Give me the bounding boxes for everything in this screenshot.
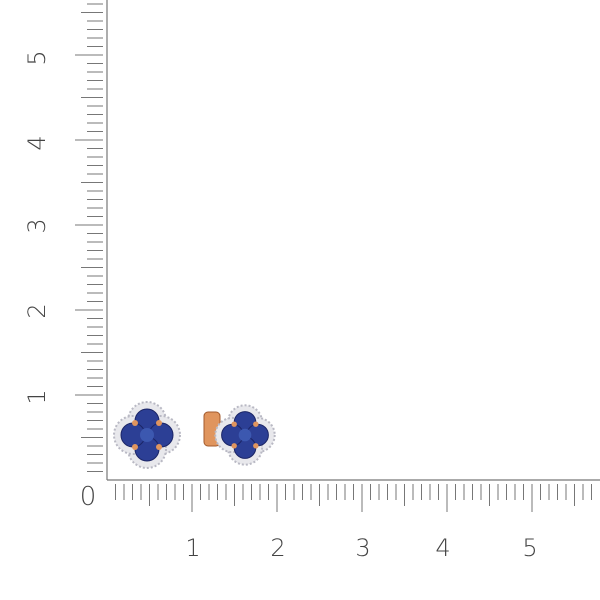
center-sapphire	[238, 428, 252, 442]
ruler-label-x2: 2	[270, 534, 286, 562]
earring-front	[113, 401, 181, 469]
ruler-label-x1: 1	[185, 534, 201, 562]
center-sapphire	[140, 428, 154, 442]
ruler-label-y3: 3	[23, 218, 51, 234]
gold-prong	[156, 420, 162, 426]
gold-prong	[253, 443, 259, 449]
gold-prong	[231, 443, 237, 449]
ruler-label-y1: 1	[23, 389, 51, 405]
gold-prong	[132, 444, 138, 450]
ruler-label-y2: 2	[23, 303, 51, 319]
earring-side	[214, 404, 276, 466]
ruler-label-x3: 3	[355, 534, 371, 562]
ruler-label-y5: 5	[23, 50, 51, 66]
gold-prong	[253, 421, 259, 427]
ruler-label-x5: 5	[522, 534, 538, 562]
gold-prong	[231, 421, 237, 427]
ruler-label-x4: 4	[435, 534, 451, 562]
gold-prong	[156, 444, 162, 450]
ruler-label-y4: 4	[23, 135, 51, 151]
ruler-label-0: 0	[79, 482, 97, 512]
gold-prong	[132, 420, 138, 426]
